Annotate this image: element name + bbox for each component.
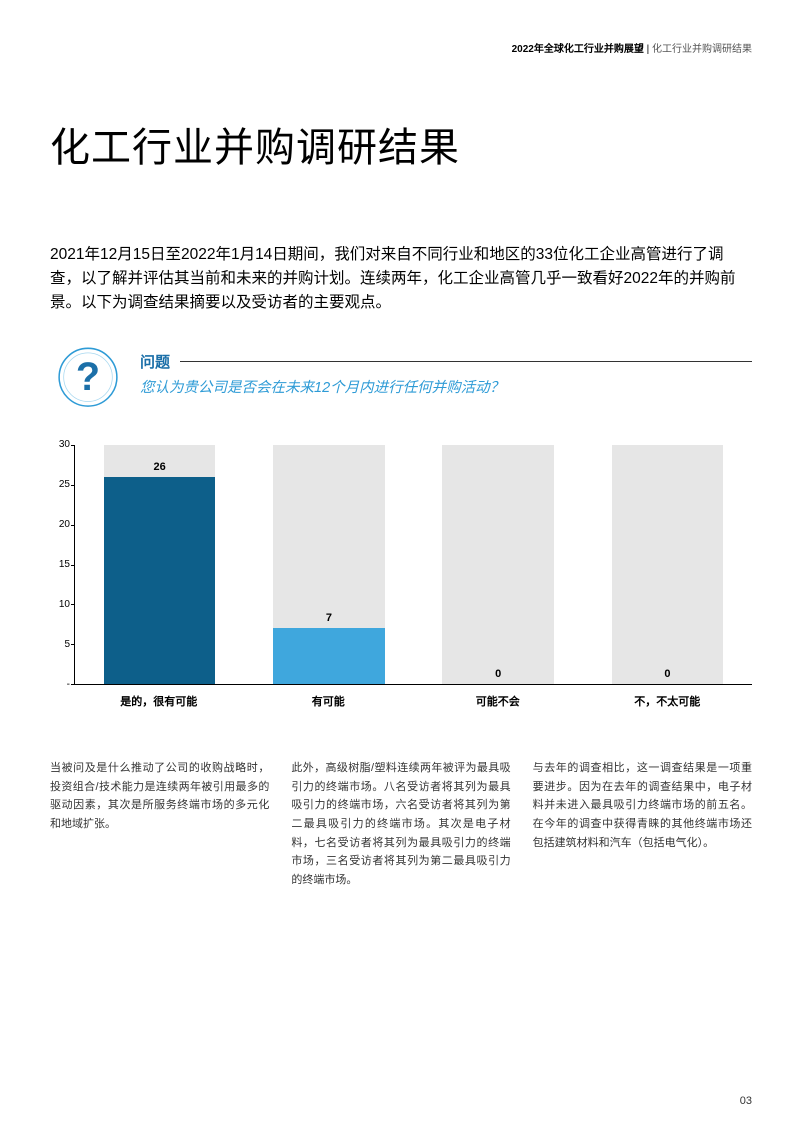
- chart-tick-mark: [71, 684, 75, 685]
- chart-tick-mark: [71, 525, 75, 526]
- question-mark-icon: ?: [50, 343, 126, 419]
- chart-bars: 26 7 00: [75, 445, 752, 684]
- chart-bar-slot: 26: [75, 445, 244, 684]
- chart-tick-mark: [71, 604, 75, 605]
- chart-plot-area: 26 7 00: [74, 445, 752, 685]
- chart-bar: [104, 477, 216, 684]
- question-label: 问题: [140, 351, 170, 372]
- page-title: 化工行业并购调研结果: [50, 115, 752, 173]
- chart-bar-bg: [442, 445, 554, 684]
- body-col-1: 当被问及是什么推动了公司的收购战略时，投资组合/技术能力是连续两年被引用最多的驱…: [50, 759, 269, 890]
- chart-bar-value: 0: [414, 668, 583, 680]
- chart-tick-mark: [71, 445, 75, 446]
- body-columns: 当被问及是什么推动了公司的收购战略时，投资组合/技术能力是连续两年被引用最多的驱…: [50, 759, 752, 890]
- svg-text:?: ?: [76, 355, 100, 399]
- chart-x-labels: 是的，很有可能有可能可能不会不，不太可能: [74, 693, 752, 709]
- bar-chart: 30252015105- 26700 是的，很有可能有可能可能不会不，不太可能: [50, 445, 752, 709]
- chart-x-label: 不，不太可能: [583, 693, 753, 709]
- chart-bar-value: 7: [244, 612, 413, 624]
- chart-x-label: 有可能: [244, 693, 414, 709]
- question-block: ? 问题 您认为贵公司是否会在未来12个月内进行任何并购活动？: [50, 343, 752, 419]
- question-text: 您认为贵公司是否会在未来12个月内进行任何并购活动？: [140, 378, 752, 398]
- question-content: 问题 您认为贵公司是否会在未来12个月内进行任何并购活动？: [140, 343, 752, 398]
- body-col-3: 与去年的调查相比，这一调查结果是一项重要进步。因为在去年的调查结果中，电子材料并…: [533, 759, 752, 890]
- chart-bar-value: 0: [583, 668, 752, 680]
- chart-x-label: 是的，很有可能: [74, 693, 244, 709]
- question-label-row: 问题: [140, 351, 752, 372]
- page-number: 03: [740, 1095, 752, 1107]
- header-bold: 2022年全球化工行业并购展望: [512, 44, 644, 55]
- chart-tick-mark: [71, 565, 75, 566]
- chart-tick-mark: [71, 644, 75, 645]
- header-light: 化工行业并购调研结果: [652, 44, 752, 55]
- question-divider-line: [180, 361, 752, 362]
- header-sep: |: [644, 44, 652, 55]
- intro-text: 2021年12月15日至2022年1月14日期间，我们对来自不同行业和地区的33…: [50, 243, 752, 315]
- chart-bar-bg: [612, 445, 724, 684]
- chart-bar-slot: 0: [583, 445, 752, 684]
- chart-tick-mark: [71, 485, 75, 486]
- chart-bar-slot: 7: [244, 445, 413, 684]
- page-header: 2022年全球化工行业并购展望 | 化工行业并购调研结果: [50, 40, 752, 55]
- chart-x-label: 可能不会: [413, 693, 583, 709]
- body-col-2: 此外，高级树脂/塑料连续两年被评为最具吸引力的终端市场。八名受访者将其列为最具吸…: [291, 759, 510, 890]
- chart-bar-value: 26: [75, 461, 244, 473]
- chart-bar: [273, 628, 385, 684]
- chart-bar-slot: 0: [414, 445, 583, 684]
